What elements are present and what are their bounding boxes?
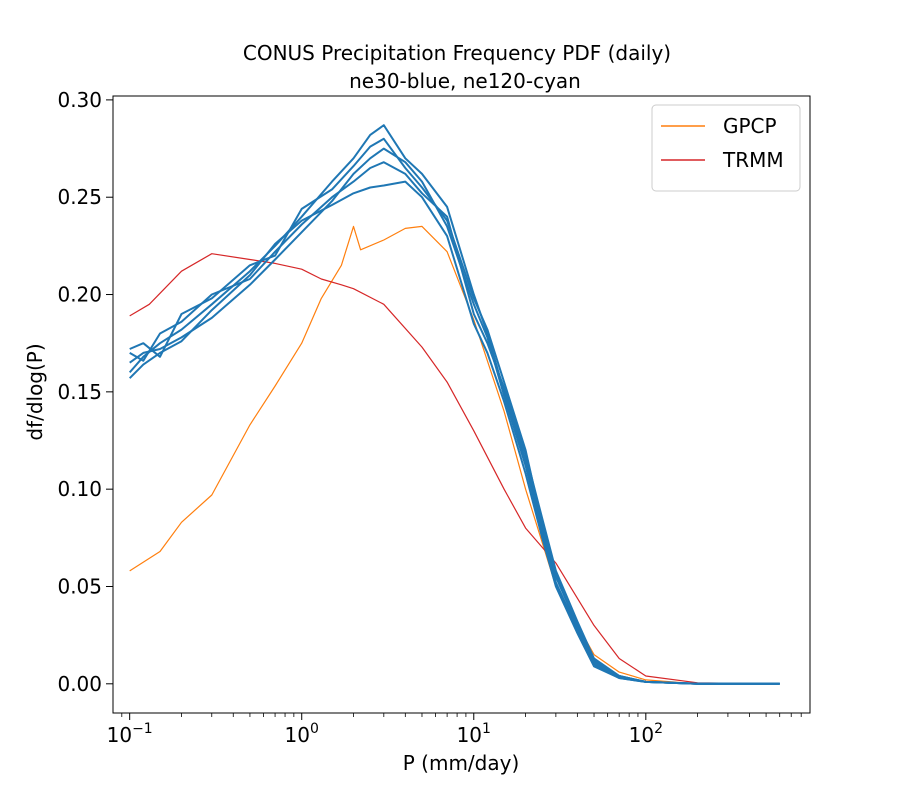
- legend: GPCP TRMM: [651, 104, 801, 192]
- chart-subtitle: ne30-blue, ne120-cyan: [349, 69, 581, 93]
- y-tick-label: 0.20: [57, 283, 102, 307]
- legend-label: TRMM: [722, 148, 784, 172]
- series-line-gpcp: [129, 225, 780, 685]
- series-line-ne30-5: [129, 137, 780, 685]
- y-tick-label: 0.00: [57, 672, 102, 696]
- x-tick-label: 10−1: [107, 721, 153, 747]
- series-group: [128, 124, 780, 685]
- y-tick-label: 0.05: [57, 574, 102, 598]
- x-axis-label: P (mm/day): [403, 751, 520, 775]
- series-line-ne30-4: [128, 180, 780, 685]
- series-line-ne30-1: [128, 124, 780, 685]
- series-line-trmm: [129, 253, 780, 685]
- legend-label: GPCP: [723, 114, 777, 138]
- x-tick-label: 102: [629, 721, 663, 747]
- series-line-ne30-3: [129, 161, 780, 685]
- y-tick-label: 0.25: [57, 185, 102, 209]
- y-tick-label: 0.30: [57, 88, 102, 112]
- plot-layer: 0.00 0.05 0.10 0.15 0.20 0.25 0.30 10−1 100 101 10…: [57, 88, 811, 747]
- plot-frame: [112, 95, 811, 714]
- y-axis-label: df/dlog(P): [23, 343, 47, 440]
- x-tick-label: 101: [457, 721, 491, 747]
- y-tick-label: 0.10: [57, 477, 102, 501]
- x-tick-label: 100: [285, 721, 319, 747]
- chart-title: CONUS Precipitation Frequency PDF (daily…: [243, 41, 671, 65]
- y-tick-label: 0.15: [57, 380, 102, 404]
